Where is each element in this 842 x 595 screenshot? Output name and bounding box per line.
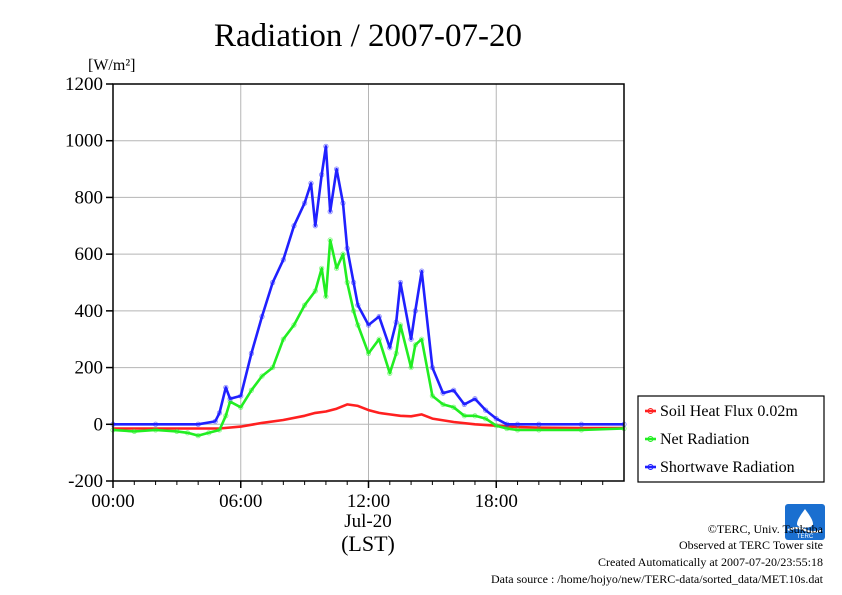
water-drop-icon: [797, 509, 813, 528]
legend-marker: [647, 464, 654, 470]
series-line: [113, 403, 624, 430]
x-axis-date-label: Jul-20: [344, 511, 392, 532]
legend-label: Net Radiation: [660, 431, 749, 448]
data-point-marker: [483, 407, 489, 413]
series-line: [113, 145, 624, 426]
series-layer: [110, 143, 627, 439]
y-tick-label: 1200: [65, 74, 103, 95]
series-line: [112, 238, 625, 437]
wave-icon: [787, 527, 823, 533]
x-tick-label: 12:00: [347, 491, 390, 512]
grid-lines: [113, 84, 624, 481]
copyright-text: ©TERC, Univ. Tsukuba: [708, 522, 824, 536]
legend-item: Shortwave Radiation: [645, 459, 795, 476]
series-2: [110, 143, 627, 427]
site-text: Observed at TERC Tower site: [679, 538, 823, 552]
legend: Soil Heat Flux 0.02m Net Radiation Shortwa…: [637, 395, 825, 483]
logo-text: TERC: [797, 534, 814, 540]
series-0: [113, 403, 624, 430]
y-tick-label: 800: [75, 187, 104, 208]
legend-item: Soil Heat Flux 0.02m: [645, 403, 798, 420]
y-tick-label: 400: [75, 301, 104, 322]
x-tick-label: 00:00: [91, 491, 134, 512]
credits: ©TERC, Univ. Tsukuba Observed at TERC To…: [491, 522, 824, 586]
created-text: Created Automatically at 2007-07-20/23:5…: [598, 555, 823, 569]
y-tick-label: 1000: [65, 131, 103, 152]
x-tick-label: 18:00: [475, 491, 518, 512]
terc-logo: TERC: [785, 504, 825, 540]
legend-marker: [647, 436, 654, 442]
y-tick-label: 600: [75, 244, 104, 265]
y-tick-label: 0: [94, 414, 104, 435]
legend-box: [637, 395, 825, 483]
legend-label: Shortwave Radiation: [660, 459, 795, 476]
axis-ticks: -200 0 200 400 600 800 1000 1200 00:00 06:00 12:00…: [65, 74, 604, 512]
legend-item: Net Radiation: [645, 431, 749, 448]
y-axis-unit: [W/m²]: [88, 57, 135, 74]
chart-title: Radiation / 2007-07-20: [214, 18, 522, 54]
data-point-marker: [259, 373, 265, 379]
x-tick-label: 06:00: [219, 491, 262, 512]
legend-label: Soil Heat Flux 0.02m: [660, 403, 798, 420]
y-tick-label: 200: [75, 358, 104, 379]
x-axis-unit-label: (LST): [341, 531, 395, 556]
y-tick-label: -200: [68, 471, 103, 492]
legend-marker: [647, 408, 654, 414]
source-text: Data source : /home/hojyo/new/TERC-data/…: [491, 572, 824, 586]
